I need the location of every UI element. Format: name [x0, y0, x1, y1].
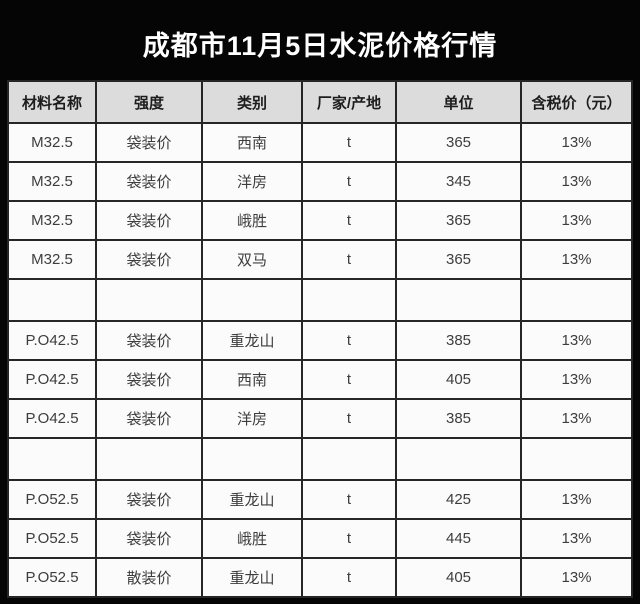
table-cell: 袋装价	[95, 122, 203, 163]
table-cell: 365	[395, 239, 522, 280]
table-cell: 峨胜	[201, 518, 303, 559]
table-cell: M32.5	[7, 122, 97, 163]
table-cell: 袋装价	[95, 200, 203, 241]
spacer-row	[7, 437, 633, 481]
column-header-tax-price: 含税价（元）	[520, 80, 633, 124]
table-cell: P.O42.5	[7, 398, 97, 439]
table-cell: 405	[395, 557, 522, 598]
table-cell: t	[301, 479, 397, 520]
table-cell: M32.5	[7, 239, 97, 280]
table-row: M32.5 袋装价 双马 t 365 13%	[7, 239, 633, 280]
table-cell: 13%	[520, 557, 633, 598]
table-cell: 345	[395, 161, 522, 202]
table-row: P.O42.5 袋装价 重龙山 t 385 13%	[7, 320, 633, 361]
table-cell: t	[301, 518, 397, 559]
spacer-row	[7, 278, 633, 322]
table-cell: t	[301, 398, 397, 439]
table-cell: 13%	[520, 518, 633, 559]
table-cell: 13%	[520, 320, 633, 361]
table-cell: 重龙山	[201, 557, 303, 598]
table-cell	[395, 278, 522, 322]
column-header-material: 材料名称	[7, 80, 97, 124]
table-cell: 袋装价	[95, 479, 203, 520]
table-cell: t	[301, 320, 397, 361]
table-cell: 重龙山	[201, 479, 303, 520]
table-cell: P.O42.5	[7, 320, 97, 361]
column-header-unit: 单位	[395, 80, 522, 124]
table-body: M32.5 袋装价 西南 t 365 13% M32.5 袋装价 洋房 t 345 13% M32.5 袋…	[7, 122, 633, 598]
table-cell	[7, 437, 97, 481]
table-cell: 445	[395, 518, 522, 559]
table-cell: t	[301, 161, 397, 202]
table-cell: 双马	[201, 239, 303, 280]
table-cell	[301, 437, 397, 481]
table-row: M32.5 袋装价 峨胜 t 365 13%	[7, 200, 633, 241]
table-header-row: 材料名称 强度 类别 厂家/产地 单位 含税价（元）	[7, 80, 633, 124]
table-cell	[520, 437, 633, 481]
table-cell: t	[301, 200, 397, 241]
table-cell: 散装价	[95, 557, 203, 598]
table-cell: 西南	[201, 359, 303, 400]
table-cell: P.O42.5	[7, 359, 97, 400]
table-cell: 425	[395, 479, 522, 520]
table-row: P.O42.5 袋装价 西南 t 405 13%	[7, 359, 633, 400]
table-cell: t	[301, 122, 397, 163]
table-cell: t	[301, 359, 397, 400]
table-cell: 袋装价	[95, 398, 203, 439]
table-cell: 袋装价	[95, 320, 203, 361]
table-cell	[520, 278, 633, 322]
title-bar: 成都市11月5日水泥价格行情	[0, 0, 640, 80]
table-cell: 袋装价	[95, 518, 203, 559]
table-cell: 13%	[520, 122, 633, 163]
column-header-strength: 强度	[95, 80, 203, 124]
table-cell: t	[301, 239, 397, 280]
table-cell: M32.5	[7, 161, 97, 202]
table-cell	[201, 437, 303, 481]
table-cell: 袋装价	[95, 359, 203, 400]
table-cell: 袋装价	[95, 161, 203, 202]
table-cell	[7, 278, 97, 322]
table-cell: 13%	[520, 161, 633, 202]
table-cell: 13%	[520, 200, 633, 241]
table-cell: 405	[395, 359, 522, 400]
table-cell: P.O52.5	[7, 518, 97, 559]
table-cell	[95, 278, 203, 322]
table-cell	[201, 278, 303, 322]
table-cell: P.O52.5	[7, 479, 97, 520]
table-row: M32.5 袋装价 洋房 t 345 13%	[7, 161, 633, 202]
table-cell	[395, 437, 522, 481]
table-row: P.O52.5 袋装价 重龙山 t 425 13%	[7, 479, 633, 520]
table-cell: M32.5	[7, 200, 97, 241]
table-cell: 西南	[201, 122, 303, 163]
table-cell: 洋房	[201, 161, 303, 202]
table-cell	[95, 437, 203, 481]
table-cell: 385	[395, 398, 522, 439]
table-cell	[301, 278, 397, 322]
table-cell: 365	[395, 200, 522, 241]
table-cell: 洋房	[201, 398, 303, 439]
table-row: M32.5 袋装价 西南 t 365 13%	[7, 122, 633, 163]
price-table: 材料名称 强度 类别 厂家/产地 单位 含税价（元） M32.5 袋装价 西南 t 36…	[7, 80, 633, 598]
table-cell: 13%	[520, 479, 633, 520]
table-row: P.O52.5 散装价 重龙山 t 405 13%	[7, 557, 633, 598]
table-row: P.O52.5 袋装价 峨胜 t 445 13%	[7, 518, 633, 559]
page-title: 成都市11月5日水泥价格行情	[142, 30, 498, 61]
table-cell: P.O52.5	[7, 557, 97, 598]
table-cell: 385	[395, 320, 522, 361]
table-cell: 重龙山	[201, 320, 303, 361]
table-cell: 13%	[520, 239, 633, 280]
column-header-manufacturer: 厂家/产地	[301, 80, 397, 124]
table-cell: 峨胜	[201, 200, 303, 241]
table-row: P.O42.5 袋装价 洋房 t 385 13%	[7, 398, 633, 439]
table-cell: 365	[395, 122, 522, 163]
table-cell: 13%	[520, 359, 633, 400]
column-header-category: 类别	[201, 80, 303, 124]
table-cell: 13%	[520, 398, 633, 439]
table-cell: t	[301, 557, 397, 598]
table-cell: 袋装价	[95, 239, 203, 280]
